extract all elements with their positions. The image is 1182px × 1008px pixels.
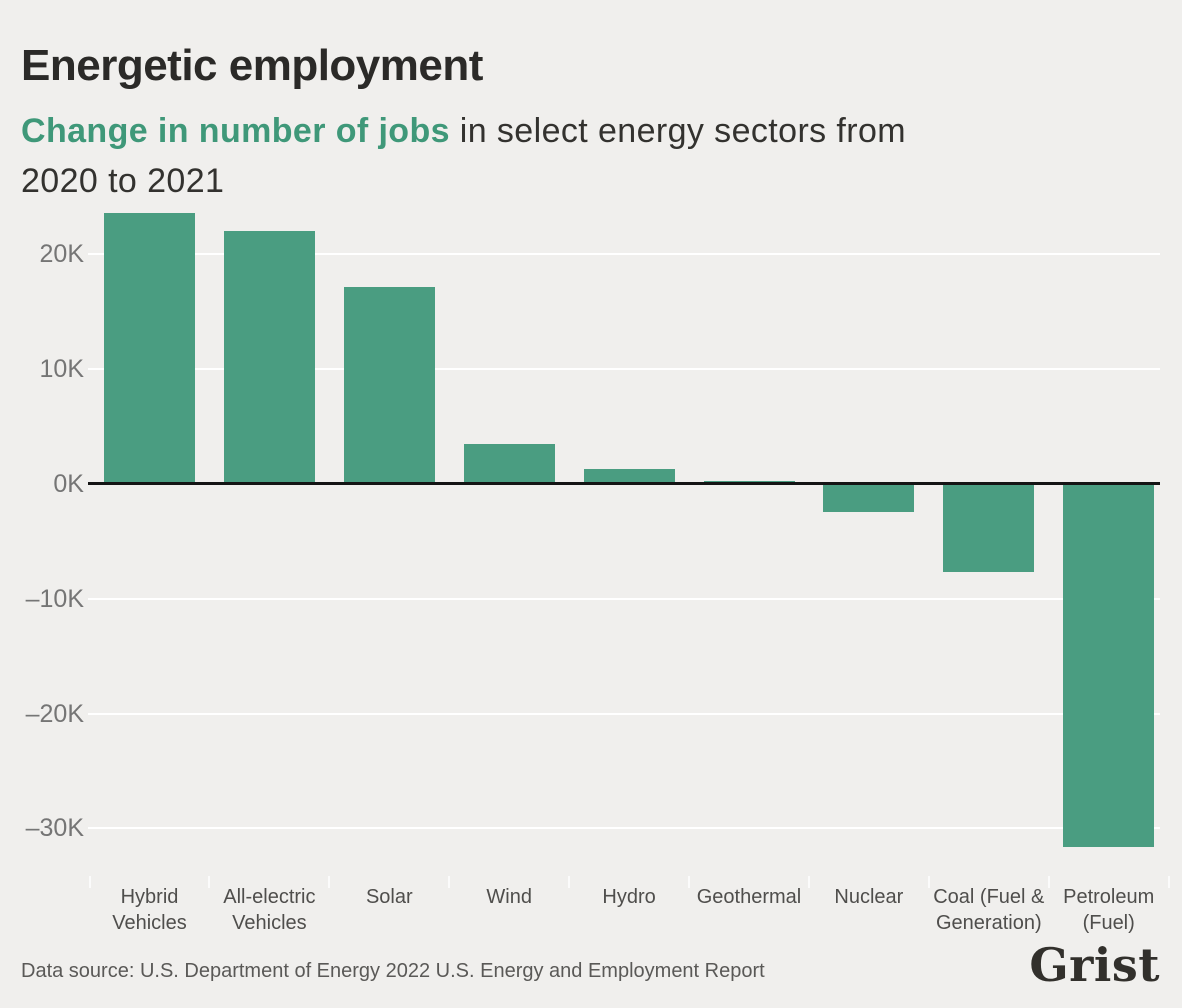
x-axis-label-wind: Wind <box>486 886 532 908</box>
x-axis-label-coal-fuel-generation-: Coal (Fuel & Generation) <box>933 886 1045 934</box>
category-boundary-tick <box>568 876 571 888</box>
x-axis-label-nuclear: Nuclear <box>834 886 904 908</box>
y-axis-tick-label: –20K <box>25 699 84 728</box>
chart-subtitle-rest: in select energy sectors from <box>449 112 907 150</box>
x-axis-label-petroleum-fuel-: Petroleum (Fuel) <box>1063 886 1155 934</box>
bar-petroleum-fuel- <box>1063 484 1155 847</box>
zero-axis-line <box>88 482 1160 485</box>
chart-subtitle-accent: Change in number of jobs <box>21 112 450 150</box>
bar-coal-fuel-generation- <box>943 484 1035 573</box>
gridline-–20K <box>88 712 1160 715</box>
x-axis-label-hybrid-vehicles: Hybrid Vehicles <box>112 886 187 934</box>
x-axis-label-all-electric-vehicles: All-electric Vehicles <box>223 886 316 934</box>
y-axis-tick-label: 20K <box>39 240 84 269</box>
bar-nuclear <box>823 484 915 512</box>
gridline-–30K <box>88 827 1160 830</box>
category-boundary-tick <box>807 876 810 888</box>
y-axis-tick-label: 0K <box>53 470 84 498</box>
bar-all-electric-vehicles <box>223 231 315 484</box>
category-boundary-tick <box>1167 876 1170 888</box>
grist-logo: Grist <box>1029 938 1160 992</box>
x-axis-label-hydro: Hydro <box>602 886 656 908</box>
bar-hydro <box>583 469 675 484</box>
bar-solar <box>343 286 435 484</box>
y-axis-tick-label: –30K <box>25 814 84 843</box>
chart-subtitle-line2: 2020 to 2021 <box>21 162 225 200</box>
chart-subtitle: Change in number of jobs in select energ… <box>21 106 1141 206</box>
x-axis-label-geothermal: Geothermal <box>696 886 802 908</box>
category-boundary-tick <box>328 876 331 888</box>
gridline-10K <box>88 368 1160 371</box>
y-axis-tick-label: –10K <box>25 584 84 613</box>
bar-wind <box>463 443 555 484</box>
y-axis-tick-label: 10K <box>39 355 84 384</box>
category-boundary-tick <box>1047 876 1050 888</box>
data-source-note: Data source: U.S. Department of Energy 2… <box>21 960 765 982</box>
category-boundary-tick <box>88 876 91 888</box>
category-boundary-tick <box>927 876 930 888</box>
category-boundary-tick <box>208 876 211 888</box>
category-boundary-tick <box>448 876 451 888</box>
x-axis-label-solar: Solar <box>365 886 413 908</box>
gridline-20K <box>88 253 1160 256</box>
gridline-–10K <box>88 597 1160 600</box>
bar-hybrid-vehicles <box>104 213 195 484</box>
chart-title: Energetic employment <box>21 41 483 91</box>
category-boundary-tick <box>688 876 691 888</box>
